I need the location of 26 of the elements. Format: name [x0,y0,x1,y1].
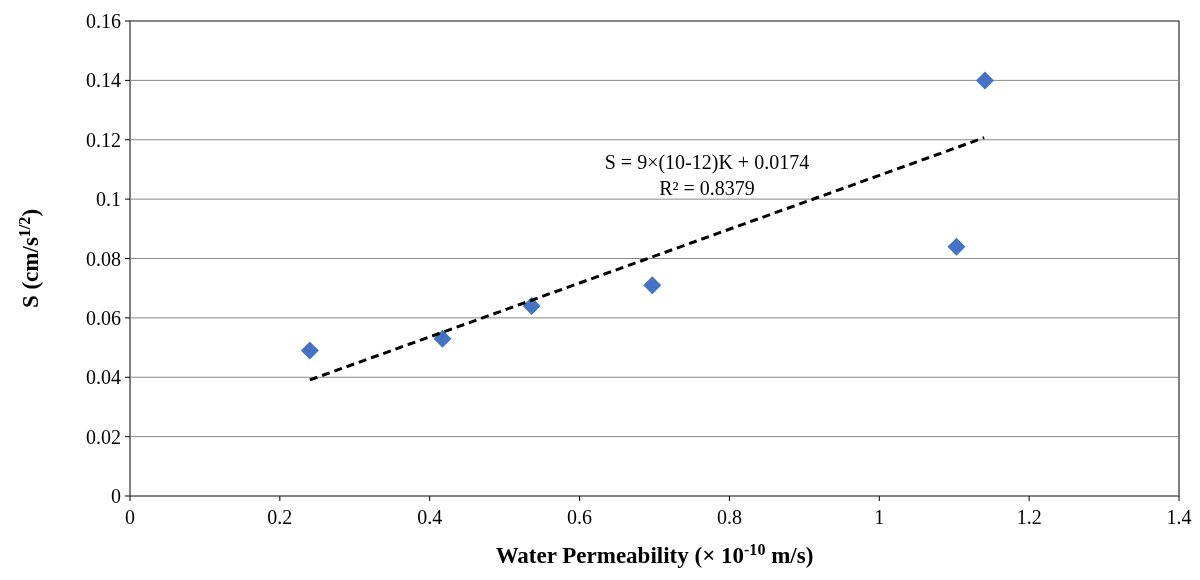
x-tick-label: 0 [125,506,135,528]
x-tick-label: 0.2 [267,506,293,528]
x-tick-label: 0.4 [417,506,443,528]
x-tick-label: 0.8 [716,506,742,528]
point [522,297,541,315]
x-tick-label: 1 [874,506,885,528]
point [975,71,994,90]
y-tick-label: 0.16 [86,10,121,32]
point [947,237,966,256]
y-tick-label: 0.04 [86,366,121,389]
x-axis-title: Water Permeability (× 10$^{-10}$ m/s) [495,540,814,568]
x-tick-label: 1.2 [1016,506,1042,528]
x-tick-label: 0.6 [567,506,593,528]
annotation: S = 9×(10-12)K + 0.0174 [604,151,810,174]
point [643,276,662,295]
y-tick-label: 0.02 [86,425,121,448]
point [300,341,319,360]
y-tick-label: 0.1 [96,188,121,211]
x-tick-label: 1.4 [1166,506,1192,528]
point [433,329,452,348]
y-tick-label: 0.12 [86,128,121,151]
y-tick-label: 0.08 [86,247,121,270]
annotation: R² = 0.8379 [659,177,755,199]
y-tick-label: 0.14 [86,69,121,92]
y-tick-label: 0 [111,485,121,507]
y-tick-label: 0.06 [86,306,121,329]
